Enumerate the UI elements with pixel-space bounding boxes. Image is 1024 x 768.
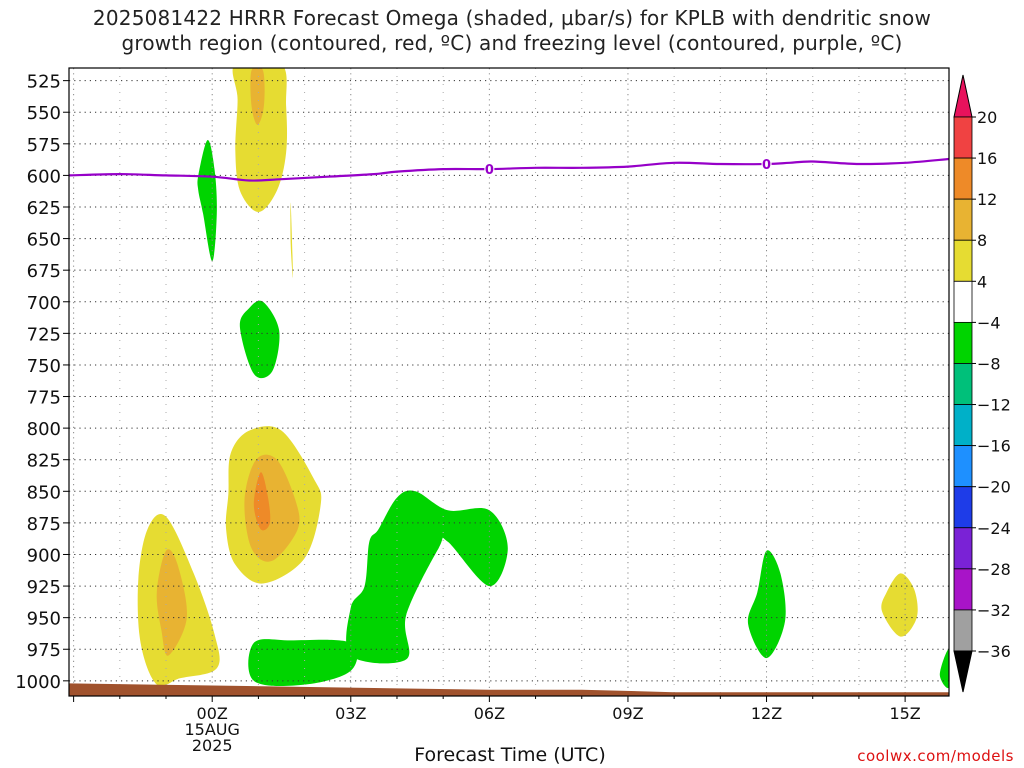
colorbar-label-1: 16 bbox=[977, 149, 997, 168]
y-tick-label-850: 850 bbox=[27, 482, 61, 503]
x-tick-label-15: 15Z bbox=[889, 704, 920, 723]
omega-region-14 bbox=[939, 649, 949, 689]
colorbar-box-3 bbox=[953, 239, 973, 282]
omega-fill-layer bbox=[137, 68, 949, 689]
credit-text: coolwx.com/models bbox=[857, 747, 1014, 765]
colorbar-label-5: −4 bbox=[977, 313, 1001, 332]
colorbar-label-4: 4 bbox=[977, 272, 987, 291]
colorbar-label-6: −8 bbox=[977, 354, 1001, 373]
y-tick-label-650: 650 bbox=[27, 230, 61, 251]
terrain-surface bbox=[69, 683, 949, 696]
colorbar-label-7: −12 bbox=[977, 396, 1011, 415]
terrain-layer bbox=[69, 683, 949, 696]
y-tick-label-1000: 1000 bbox=[15, 672, 61, 693]
omega-region-4 bbox=[239, 300, 280, 379]
y-tick-label-725: 725 bbox=[27, 324, 61, 345]
colorbar-label-3: 8 bbox=[977, 231, 987, 250]
colorbar-box-7 bbox=[953, 404, 973, 447]
x-axis-label: Forecast Time (UTC) bbox=[414, 744, 606, 766]
omega-region-11 bbox=[346, 490, 508, 664]
axes-layer: 525 550 575 600 625 650 675 700 725 750 775 800 825 8… bbox=[15, 72, 921, 755]
colorbar-box-10 bbox=[953, 527, 973, 570]
colorbar-label-10: −24 bbox=[977, 519, 1011, 538]
y-tick-label-575: 575 bbox=[27, 135, 61, 156]
omega-region-7 bbox=[253, 472, 271, 531]
y-tick-label-800: 800 bbox=[27, 419, 61, 440]
title-line-1: 2025081422 HRRR Forecast Omega (shaded, … bbox=[92, 6, 932, 30]
y-tick-label-875: 875 bbox=[27, 514, 61, 535]
colorbar-box-8 bbox=[953, 445, 973, 488]
freezing-level-label: 0 bbox=[762, 158, 771, 173]
x-tick-date: 15AUG bbox=[184, 720, 239, 739]
colorbar-box-2 bbox=[953, 198, 973, 241]
colorbar-label-9: −20 bbox=[977, 478, 1011, 497]
chart-title: 2025081422 HRRR Forecast Omega (shaded, … bbox=[0, 6, 1024, 56]
colorbar-box-4 bbox=[953, 280, 973, 323]
colorbar-label-0: 20 bbox=[977, 108, 997, 127]
x-tick-year: 2025 bbox=[192, 736, 233, 755]
y-tick-label-975: 975 bbox=[27, 640, 61, 661]
colorbar-box-11 bbox=[953, 568, 973, 611]
colorbar-label-12: −32 bbox=[977, 601, 1011, 620]
colorbar-box-9 bbox=[953, 486, 973, 529]
plot-frame bbox=[68, 67, 950, 697]
freezing-level-label: 0 bbox=[485, 163, 494, 178]
y-tick-label-700: 700 bbox=[27, 293, 61, 314]
colorbar: 20 16 12 8 4 −4 −8 −12 −16 −20 −24 −28 −32 −36 bbox=[953, 74, 1011, 693]
x-tick-label-0: 00Z bbox=[197, 704, 228, 723]
y-tick-label-900: 900 bbox=[27, 545, 61, 566]
colorbar-label-2: 12 bbox=[977, 190, 997, 209]
colorbar-label-11: −28 bbox=[977, 560, 1011, 579]
x-tick-label-6: 06Z bbox=[474, 704, 505, 723]
omega-region-13 bbox=[881, 573, 918, 637]
omega-region-3 bbox=[197, 139, 217, 262]
colorbar-box-12 bbox=[953, 609, 973, 652]
y-tick-label-925: 925 bbox=[27, 577, 61, 598]
colorbar-bottom-arrow bbox=[953, 650, 973, 693]
y-tick-label-750: 750 bbox=[27, 356, 61, 377]
colorbar-box-6 bbox=[953, 363, 973, 405]
colorbar-top-arrow bbox=[953, 74, 973, 118]
freezing-level-line bbox=[69, 157, 949, 182]
freezing-level-label-bg bbox=[761, 156, 772, 172]
x-tick-label-9: 09Z bbox=[612, 704, 643, 723]
colorbar-label-13: −36 bbox=[977, 642, 1011, 661]
y-tick-label-625: 625 bbox=[27, 198, 61, 219]
y-tick-label-825: 825 bbox=[27, 451, 61, 472]
colorbar-box-0 bbox=[953, 116, 973, 159]
y-tick-label-600: 600 bbox=[27, 166, 61, 187]
omega-region-10 bbox=[248, 639, 358, 687]
freezing-level-label-bg bbox=[484, 161, 495, 177]
y-tick-label-525: 525 bbox=[27, 72, 61, 93]
x-tick-label-12: 12Z bbox=[751, 704, 782, 723]
x-tick-label-3: 03Z bbox=[335, 704, 366, 723]
colorbar-label-8: −16 bbox=[977, 437, 1011, 456]
y-tick-label-775: 775 bbox=[27, 388, 61, 409]
y-tick-label-950: 950 bbox=[27, 609, 61, 630]
omega-region-1 bbox=[250, 68, 265, 125]
omega-region-2 bbox=[290, 202, 293, 278]
omega-region-9 bbox=[156, 549, 188, 656]
y-tick-label-675: 675 bbox=[27, 261, 61, 282]
y-tick-label-550: 550 bbox=[27, 103, 61, 124]
colorbar-box-1 bbox=[953, 157, 973, 200]
title-line-2: growth region (contoured, red, ºC) and f… bbox=[121, 31, 903, 55]
colorbar-box-5 bbox=[953, 321, 973, 364]
omega-region-0 bbox=[232, 68, 288, 212]
grid-layer bbox=[69, 68, 949, 696]
